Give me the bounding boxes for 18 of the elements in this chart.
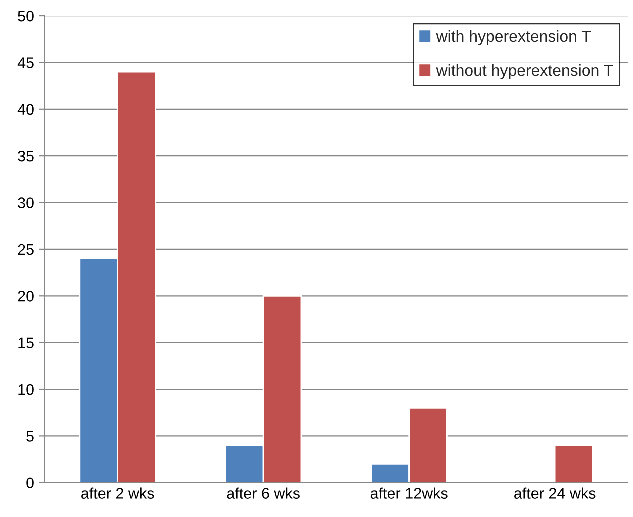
y-tick-label: 20 <box>18 291 34 302</box>
x-tick-label: after 6 wks <box>227 488 300 499</box>
x-tick-label: after 12wks <box>370 488 448 499</box>
y-tick-label: 35 <box>18 150 34 162</box>
legend-label: without hyperextension T <box>436 64 614 80</box>
y-tick-label: 15 <box>18 338 34 349</box>
y-tick-label: 5 <box>26 431 34 442</box>
y-tick-label: 45 <box>18 58 34 68</box>
y-tick-label: 40 <box>18 104 34 116</box>
legend-label: with hyperextension T <box>436 30 592 46</box>
x-tick-label: after 2 wks <box>82 488 154 499</box>
y-tick-label: 25 <box>18 244 34 256</box>
bar <box>554 444 594 483</box>
x-tick-label: after 24 wks <box>514 488 596 499</box>
y-tick-label: 10 <box>18 384 34 396</box>
y-tick-label: 50 <box>18 10 34 22</box>
y-tick-label: 30 <box>18 198 34 208</box>
y-tick-label: 0 <box>26 478 34 489</box>
